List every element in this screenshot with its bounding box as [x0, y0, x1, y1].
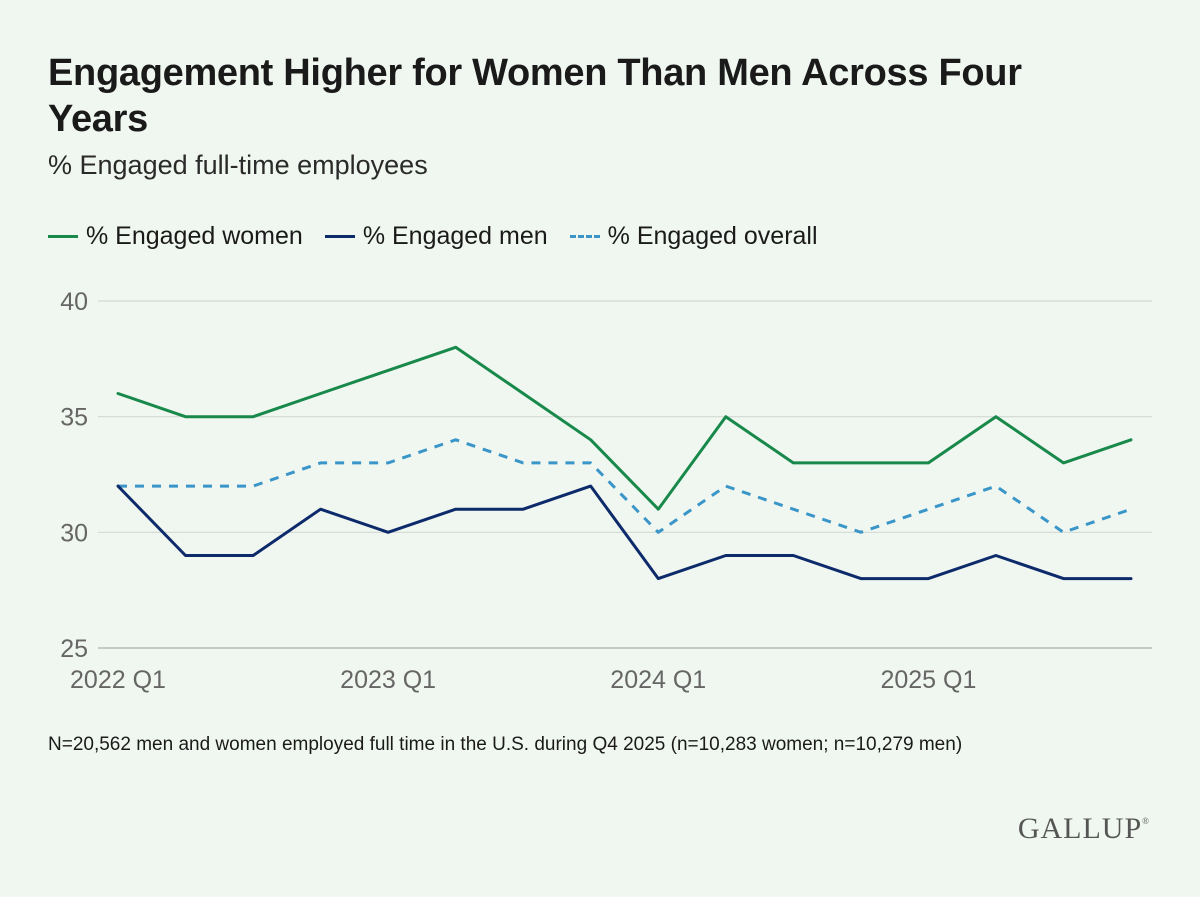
y-tick-label: 25	[60, 635, 88, 663]
data-point-overall	[1130, 508, 1133, 511]
chart-title: Engagement Higher for Women Than Men Acr…	[48, 52, 1022, 140]
data-point-overall	[724, 485, 727, 488]
data-point-women	[117, 392, 120, 395]
legend: % Engaged women % Engaged men % Engaged …	[48, 218, 818, 254]
data-point-overall	[792, 508, 795, 511]
data-point-women	[1062, 461, 1065, 464]
data-point-overall	[387, 461, 390, 464]
x-tick-label: 2024 Q1	[610, 666, 706, 694]
data-point-women	[1130, 438, 1133, 441]
data-point-overall	[589, 461, 592, 464]
data-point-men	[792, 554, 795, 557]
data-point-men	[657, 577, 660, 580]
legend-label-overall: % Engaged overall	[607, 221, 818, 250]
x-tick-label: 2022 Q1	[70, 666, 166, 694]
data-point-women	[994, 415, 997, 418]
legend-swatch-men	[324, 234, 355, 238]
legend-item-women: % Engaged women	[48, 222, 303, 251]
data-point-men	[859, 577, 862, 580]
data-point-overall	[994, 485, 997, 488]
data-point-overall	[252, 485, 255, 488]
y-tick-label: 35	[60, 404, 88, 432]
data-point-overall	[522, 461, 525, 464]
data-point-overall	[319, 461, 322, 464]
legend-item-men: % Engaged men	[324, 221, 548, 251]
data-point-women	[657, 508, 660, 511]
data-point-men	[522, 508, 525, 511]
data-point-women	[387, 369, 390, 372]
legend-swatch-women	[48, 234, 78, 238]
series-line-women	[116, 345, 1133, 511]
data-point-men	[454, 508, 457, 511]
y-tick-label: 40	[60, 288, 88, 316]
data-point-women	[522, 392, 525, 395]
sample-note: N=20,562 men and women employed full tim…	[48, 734, 963, 755]
x-tick-label: 2023 Q1	[340, 666, 436, 694]
data-point-men	[724, 554, 727, 557]
data-point-overall	[927, 508, 930, 511]
data-point-women	[184, 415, 187, 418]
data-point-men	[319, 508, 322, 511]
y-axis-ticks: 25 30 35 40	[60, 288, 88, 663]
data-point-men	[1130, 577, 1133, 580]
data-point-overall	[1062, 531, 1065, 534]
data-point-men	[387, 531, 390, 534]
data-point-overall	[454, 438, 457, 441]
series-lines	[116, 345, 1133, 581]
data-point-overall	[184, 485, 187, 488]
series-line-men	[116, 484, 1133, 581]
data-point-men	[184, 554, 187, 557]
data-point-women	[859, 461, 862, 464]
data-point-men	[1062, 577, 1065, 580]
legend-swatch-overall	[569, 234, 600, 238]
data-point-women	[792, 461, 795, 464]
y-tick-label: 30	[60, 519, 88, 547]
data-point-women	[252, 415, 255, 418]
legend-item-overall: % Engaged overall	[569, 221, 818, 251]
x-axis-ticks: 2022 Q1 2023 Q1 2024 Q1 2025 Q1	[70, 666, 976, 694]
line-chart: 25 30 35 40 2022 Q1 2023 Q1 2024 Q1 2025 Q1	[60, 288, 1152, 694]
x-tick-label: 2025 Q1	[880, 666, 976, 694]
data-point-men	[117, 485, 120, 488]
gallup-logo: GALLUP®	[1018, 812, 1150, 846]
data-point-women	[319, 392, 322, 395]
data-point-women	[589, 438, 592, 441]
data-point-overall	[657, 531, 660, 534]
data-point-men	[252, 554, 255, 557]
data-point-women	[724, 415, 727, 418]
data-point-women	[927, 461, 930, 464]
registered-mark: ®	[1142, 816, 1150, 826]
data-point-overall	[859, 531, 862, 534]
data-point-men	[927, 577, 930, 580]
chart-subtitle: % Engaged full-time employees	[48, 150, 428, 180]
data-point-men	[589, 485, 592, 488]
data-point-women	[454, 346, 457, 349]
data-point-men	[994, 554, 997, 557]
logo-text: GALLUP	[1017, 812, 1143, 845]
legend-label-women: % Engaged women	[86, 221, 303, 250]
series-line-overall	[118, 438, 1132, 534]
legend-label-men: % Engaged men	[362, 221, 548, 250]
